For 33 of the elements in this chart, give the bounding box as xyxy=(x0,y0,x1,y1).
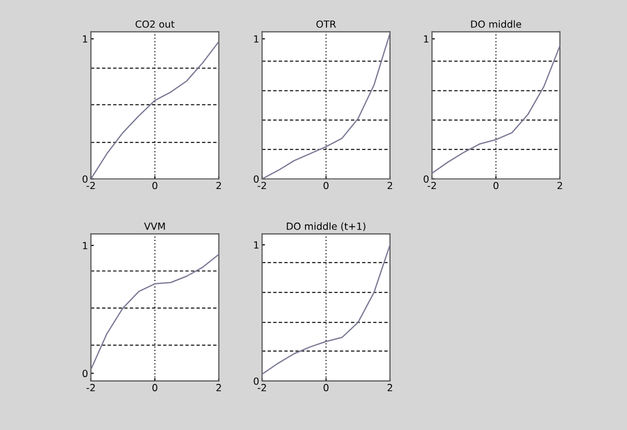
x-tick-label: -2 xyxy=(258,384,266,392)
y-tick-label: 1 xyxy=(254,241,258,249)
y-tick-label: 1 xyxy=(424,35,428,43)
x-tick-label: 0 xyxy=(324,384,328,392)
x-tick-label: -2 xyxy=(86,384,95,392)
x-tick-label: 2 xyxy=(216,384,221,392)
chart-title: CO2 out xyxy=(136,20,174,28)
line-series xyxy=(90,254,219,370)
x-tick-label: -2 xyxy=(258,182,266,190)
x-tick-label: 2 xyxy=(558,182,562,190)
chart-title: VVM xyxy=(144,222,165,230)
chart-title: DO middle (t+1) xyxy=(286,222,366,232)
y-tick-label: 1 xyxy=(83,242,88,250)
chart-title: OTR xyxy=(316,20,336,28)
x-tick-label: 2 xyxy=(216,182,221,190)
line-series xyxy=(262,32,390,179)
x-tick-label: 0 xyxy=(152,182,158,190)
chart-title: DO middle xyxy=(471,20,522,28)
y-tick-label: 0 xyxy=(82,175,88,183)
y-tick-label: 1 xyxy=(254,35,258,43)
line-series xyxy=(262,244,390,375)
x-tick-label: -2 xyxy=(86,182,95,190)
x-tick-label: 2 xyxy=(388,182,392,190)
x-tick-label: 0 xyxy=(152,384,158,392)
y-tick-label: 0 xyxy=(254,175,259,183)
x-tick-label: 2 xyxy=(388,384,392,392)
y-tick-label: 1 xyxy=(83,35,88,43)
x-tick-label: 0 xyxy=(324,182,328,190)
line-series xyxy=(432,45,560,174)
x-tick-label: 0 xyxy=(494,182,498,190)
x-tick-label: -2 xyxy=(428,182,436,190)
y-tick-label: 0 xyxy=(254,377,259,385)
y-tick-label: 0 xyxy=(82,370,88,378)
